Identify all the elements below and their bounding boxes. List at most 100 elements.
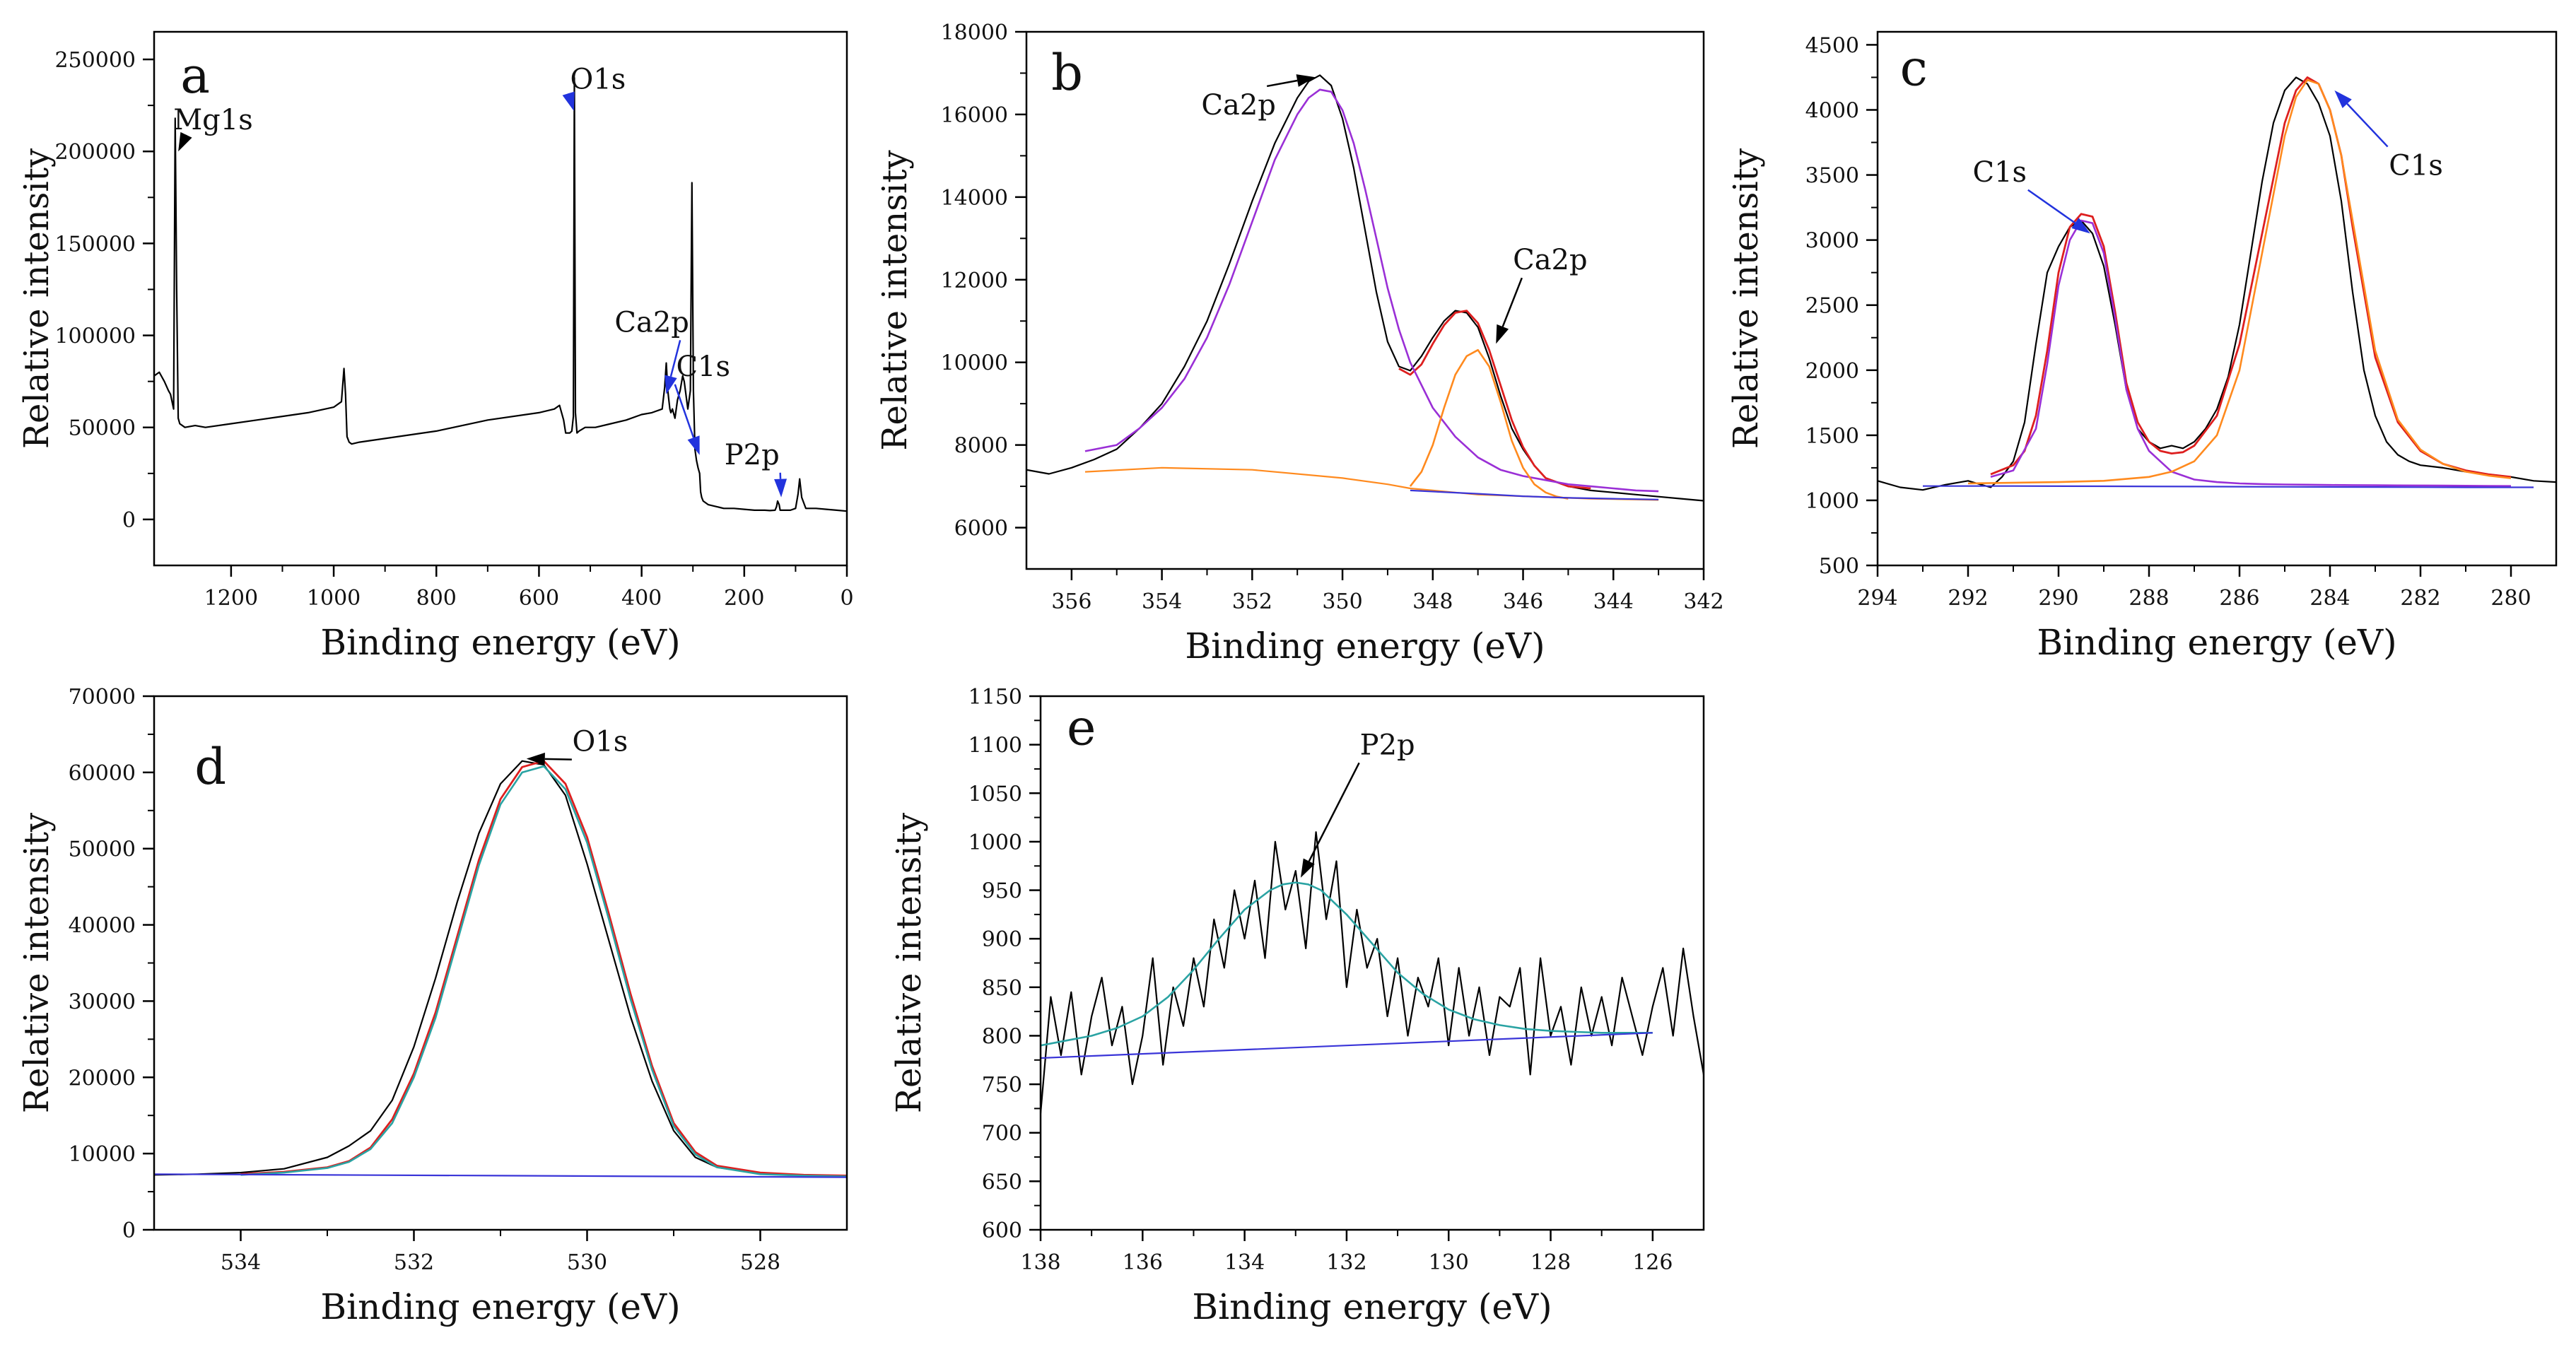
annotation-arrow-line (1308, 762, 1360, 862)
annotation-arrow-head (2071, 218, 2090, 234)
annotation-arrow-head (1496, 324, 1509, 344)
panel-letter: a (180, 47, 210, 105)
y-tick-label: 30000 (69, 989, 136, 1014)
panel-a: 1200 1000 800 600 400 200 0 0 50000 100000 150000 2… (17, 30, 854, 663)
peak-annotation: O1s (570, 64, 626, 96)
x-tick-label: 344 (1593, 589, 1634, 614)
panel-letter: b (1051, 44, 1083, 102)
y-tick-label: 500 (1819, 554, 1859, 579)
x-tick-label: 352 (1232, 589, 1272, 614)
y-tick-label: 1050 (968, 782, 1022, 806)
series-baseline (1041, 1032, 1653, 1059)
x-axis-label: Binding energy (eV) (1192, 1286, 1552, 1327)
y-tick-label: 1500 (1805, 424, 1859, 449)
y-tick-label: 50000 (69, 838, 136, 862)
y-tick-label: 1100 (968, 734, 1022, 758)
y-tick-label: 14000 (941, 186, 1008, 211)
x-tick-label: 132 (1326, 1250, 1366, 1275)
y-tick-label: 0 (122, 508, 136, 533)
annotation-arrow-head (526, 752, 545, 765)
y-tick-label: 40000 (69, 914, 136, 939)
x-axis-label: Binding energy (eV) (2037, 622, 2396, 663)
annotation-arrow-head (687, 435, 700, 455)
series-fit-peak-1 (1084, 88, 1659, 493)
x-tick-label: 136 (1123, 1250, 1163, 1275)
y-tick-label: 650 (982, 1170, 1022, 1194)
y-tick-label: 60000 (69, 761, 136, 786)
y-tick-label: 950 (982, 879, 1022, 904)
annotation-arrow-line (1501, 277, 1523, 327)
panel-letter: d (194, 738, 226, 796)
peak-annotation: Mg1s (173, 104, 253, 136)
peak-annotation: P2p (1360, 729, 1415, 761)
peak-annotation: C1s (1973, 156, 2027, 189)
panel-c: 294 292 290 288 286 284 282 280 500 1000 1500 2000 2… (1726, 30, 2558, 663)
annotation-arrow-head (2334, 90, 2352, 108)
y-tick-label: 850 (982, 976, 1022, 1001)
y-tick-label: 10000 (69, 1142, 136, 1167)
x-tick-label: 1000 (307, 586, 361, 611)
y-tick-label: 8000 (954, 434, 1008, 459)
y-tick-label: 50000 (69, 416, 136, 441)
y-tick-label: 3500 (1805, 164, 1859, 189)
x-tick-label: 290 (2038, 586, 2078, 611)
peak-annotation: C1s (2389, 150, 2443, 182)
x-tick-label: 530 (567, 1250, 607, 1275)
panel-letter: e (1067, 699, 1096, 757)
y-axis-label: Relative intensity (875, 150, 915, 450)
series-baseline-blue (1410, 489, 1659, 500)
plot-frame (1039, 695, 1705, 1231)
panel-d: 534 532 530 528 0 10000 20000 30000 40000 50000 60… (17, 685, 848, 1327)
y-tick-label: 0 (122, 1218, 136, 1243)
x-tick-label: 342 (1683, 589, 1723, 614)
series-raw (154, 760, 847, 1177)
x-tick-label: 288 (2129, 586, 2169, 611)
y-tick-label: 900 (982, 927, 1022, 952)
y-axis-label: Relative intensity (17, 813, 57, 1113)
x-tick-label: 200 (724, 586, 764, 611)
x-axis-label: Binding energy (eV) (1185, 625, 1545, 666)
x-tick-label: 284 (2309, 586, 2350, 611)
y-tick-label: 10000 (941, 351, 1008, 376)
y-tick-label: 100000 (54, 324, 136, 349)
x-tick-label: 346 (1503, 589, 1543, 614)
annotation-arrow-line (2027, 189, 2076, 224)
x-axis-label: Binding energy (eV) (320, 622, 680, 663)
series-baseline (154, 1173, 847, 1178)
series-fit-peak-2 (1967, 78, 2512, 485)
y-tick-label: 20000 (69, 1066, 136, 1091)
x-tick-label: 286 (2219, 586, 2259, 611)
peak-annotation: O1s (572, 726, 628, 758)
y-tick-label: 150000 (54, 232, 136, 257)
y-tick-label: 2500 (1805, 294, 1859, 319)
x-tick-label: 534 (221, 1250, 261, 1275)
x-tick-label: 532 (394, 1250, 434, 1275)
y-axis-label: Relative intensity (1726, 148, 1766, 449)
series-baseline (1923, 485, 2534, 488)
panel-e: 138 136 134 132 130 128 126 600 650 700 750 800 850 9… (889, 685, 1705, 1327)
annotation-arrow-head (1300, 858, 1315, 878)
x-tick-label: 134 (1224, 1250, 1265, 1275)
x-tick-label: 280 (2490, 586, 2531, 611)
x-tick-label: 294 (1857, 586, 1897, 611)
x-tick-label: 400 (621, 586, 662, 611)
series-fit-peak-2 (1409, 348, 1569, 500)
plot-frame (153, 695, 848, 1231)
plot-frame (153, 30, 848, 567)
x-tick-label: 0 (840, 586, 853, 611)
series-fit-peak (240, 765, 847, 1177)
x-tick-label: 130 (1429, 1250, 1469, 1275)
annotation-arrow-head (774, 478, 788, 498)
y-tick-label: 1150 (968, 685, 1022, 710)
annotation-arrow-line (669, 340, 681, 377)
y-axis-label: Relative intensity (889, 813, 929, 1113)
y-tick-label: 16000 (941, 103, 1008, 128)
series-envelope (240, 760, 847, 1177)
series-fit-peak-1 (1990, 219, 2512, 487)
series-envelope (1398, 310, 1591, 490)
annotation-arrow-line (1266, 79, 1298, 88)
panel-letter: c (1900, 40, 1928, 98)
x-tick-label: 282 (2400, 586, 2440, 611)
peak-annotation: P2p (725, 439, 780, 471)
